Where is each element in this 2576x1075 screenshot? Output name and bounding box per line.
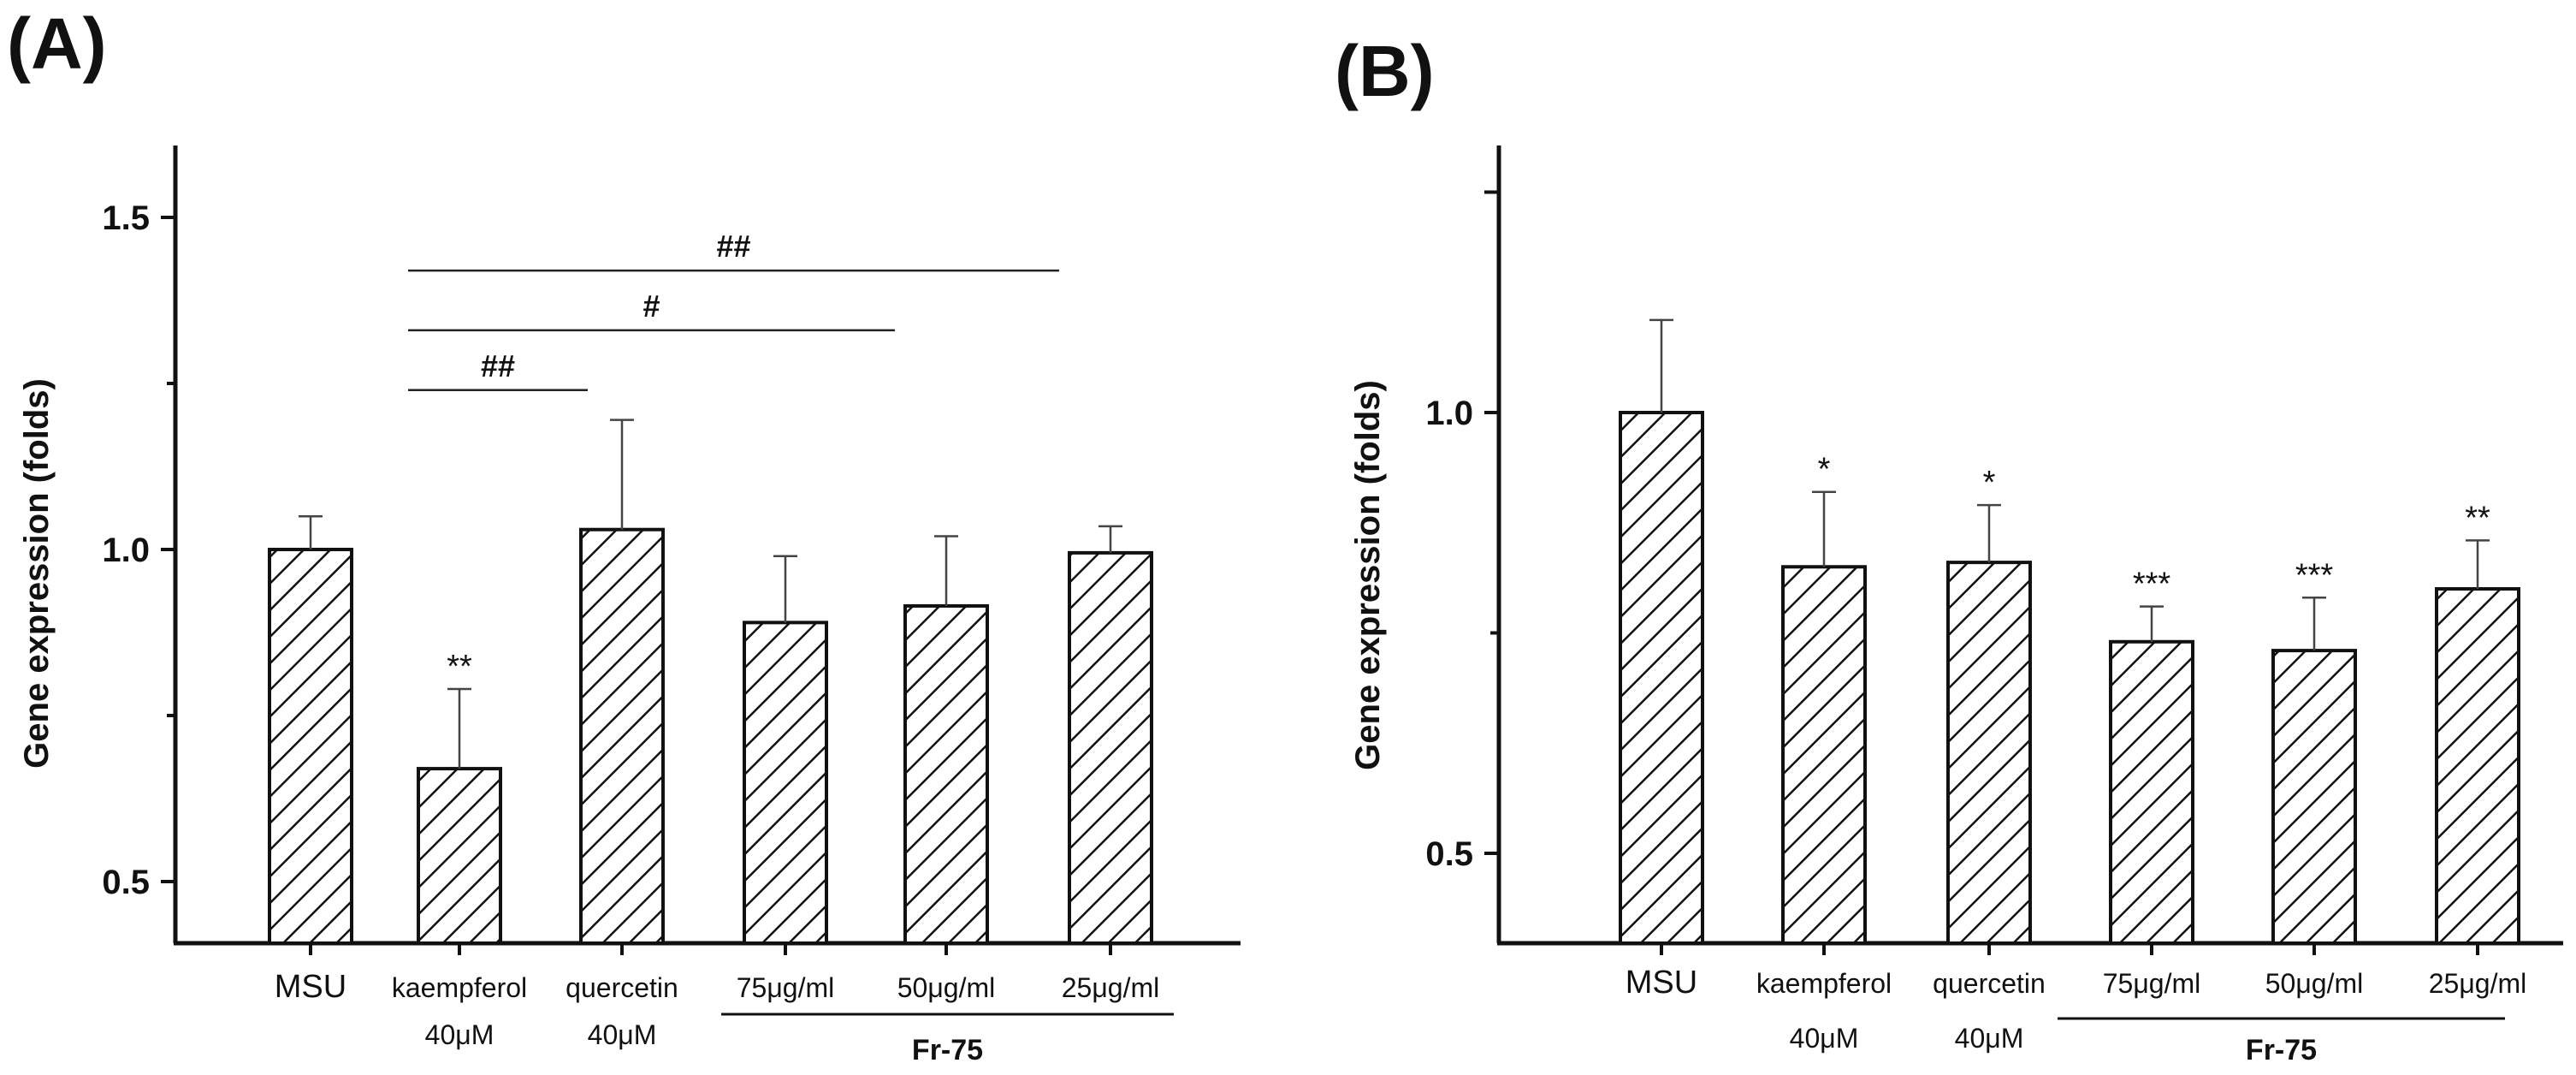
x-tick-labels-a: MSU kaempferol 40μM quercetin 40μM 75μg/ml 50μ…	[275, 943, 1159, 1050]
y-ticks-b: 0.5 1.0	[1425, 190, 1499, 873]
significance-label-2: **	[447, 649, 472, 685]
y-axis-label-a: Gene expression (folds)	[18, 378, 56, 769]
bar-2	[1781, 565, 1867, 945]
y-tick-label: 1.0	[1425, 395, 1473, 432]
comparison-label-2: #	[643, 288, 660, 324]
y-ticks-a: 0.5 1.0 1.5	[102, 199, 175, 901]
x-tick-label: 25μg/ml	[2429, 968, 2526, 999]
significance-label-3: *	[1983, 465, 1996, 501]
group-label: Fr-75	[2246, 1034, 2317, 1066]
x-tick-label: 50μg/ml	[897, 972, 995, 1003]
x-tick-label: MSU	[275, 969, 346, 1005]
panel-a: (A) Gene expression (folds) 0.5 1.0 1.5 **…	[7, 3, 1241, 1066]
error-bars-a	[299, 419, 1122, 769]
significance-marks-b: * **** *****	[1818, 452, 2490, 603]
comparison-label-3: ##	[716, 229, 750, 264]
bars-a	[268, 527, 1153, 946]
x-tick-label: 40μM	[588, 1019, 657, 1050]
bar-6	[2435, 587, 2520, 945]
x-tick-label: quercetin	[566, 972, 678, 1003]
x-tick-label: 75μg/ml	[2103, 968, 2200, 999]
bar-5	[2271, 649, 2357, 945]
x-tick-labels-b: MSU kaempferol 40μM quercetin 40μM 75μg/ml 50μ…	[1626, 943, 2526, 1054]
x-tick-label: kaempferol	[392, 972, 527, 1003]
panel-label-b: (B)	[1335, 31, 1435, 111]
significance-label-2: *	[1818, 452, 1831, 488]
x-tick-label: kaempferol	[1756, 968, 1892, 999]
significance-label-4: ***	[2133, 567, 2171, 603]
bars-b	[1619, 411, 2520, 945]
x-tick-label: quercetin	[1933, 968, 2046, 999]
bar-3	[1946, 561, 2032, 945]
bar-3	[579, 527, 665, 945]
x-tick-label: MSU	[1626, 965, 1697, 1001]
bar-4	[2109, 639, 2194, 945]
significance-label-6: **	[2465, 500, 2490, 536]
comparison-label-1: ##	[481, 348, 515, 383]
significance-label-5: ***	[2295, 557, 2334, 593]
x-tick-label: 40μM	[1790, 1023, 1859, 1054]
bar-1	[268, 548, 353, 945]
x-tick-label: 50μg/ml	[2265, 968, 2363, 999]
bar-6	[1068, 550, 1153, 945]
x-tick-label: 40μM	[1955, 1023, 2024, 1054]
panel-label-a: (A)	[7, 3, 107, 84]
x-tick-label: 25μg/ml	[1062, 972, 1159, 1003]
x-tick-label: 75μg/ml	[737, 972, 834, 1003]
bar-2	[417, 767, 502, 946]
group-annotation-a: Fr-75	[721, 1013, 1174, 1066]
bar-5	[903, 603, 989, 946]
y-tick-label: 1.0	[102, 532, 150, 569]
y-tick-label: 0.5	[1425, 835, 1473, 873]
significance-marks-a: **	[447, 649, 472, 685]
bar-4	[743, 621, 828, 945]
comparison-brackets-a: #####	[408, 229, 1059, 392]
y-tick-label: 0.5	[102, 864, 150, 901]
y-tick-label: 1.5	[102, 199, 150, 237]
y-axis-label-b: Gene expression (folds)	[1349, 380, 1387, 770]
bar-1	[1619, 411, 1704, 945]
x-tick-label: 40μM	[425, 1019, 494, 1050]
panel-b: (B) Gene expression (folds) 0.51.0 * ****…	[1335, 31, 2563, 1066]
group-annotation-b: Fr-75	[2058, 1017, 2505, 1066]
error-bars-b	[1649, 318, 2490, 651]
group-label: Fr-75	[912, 1034, 983, 1066]
